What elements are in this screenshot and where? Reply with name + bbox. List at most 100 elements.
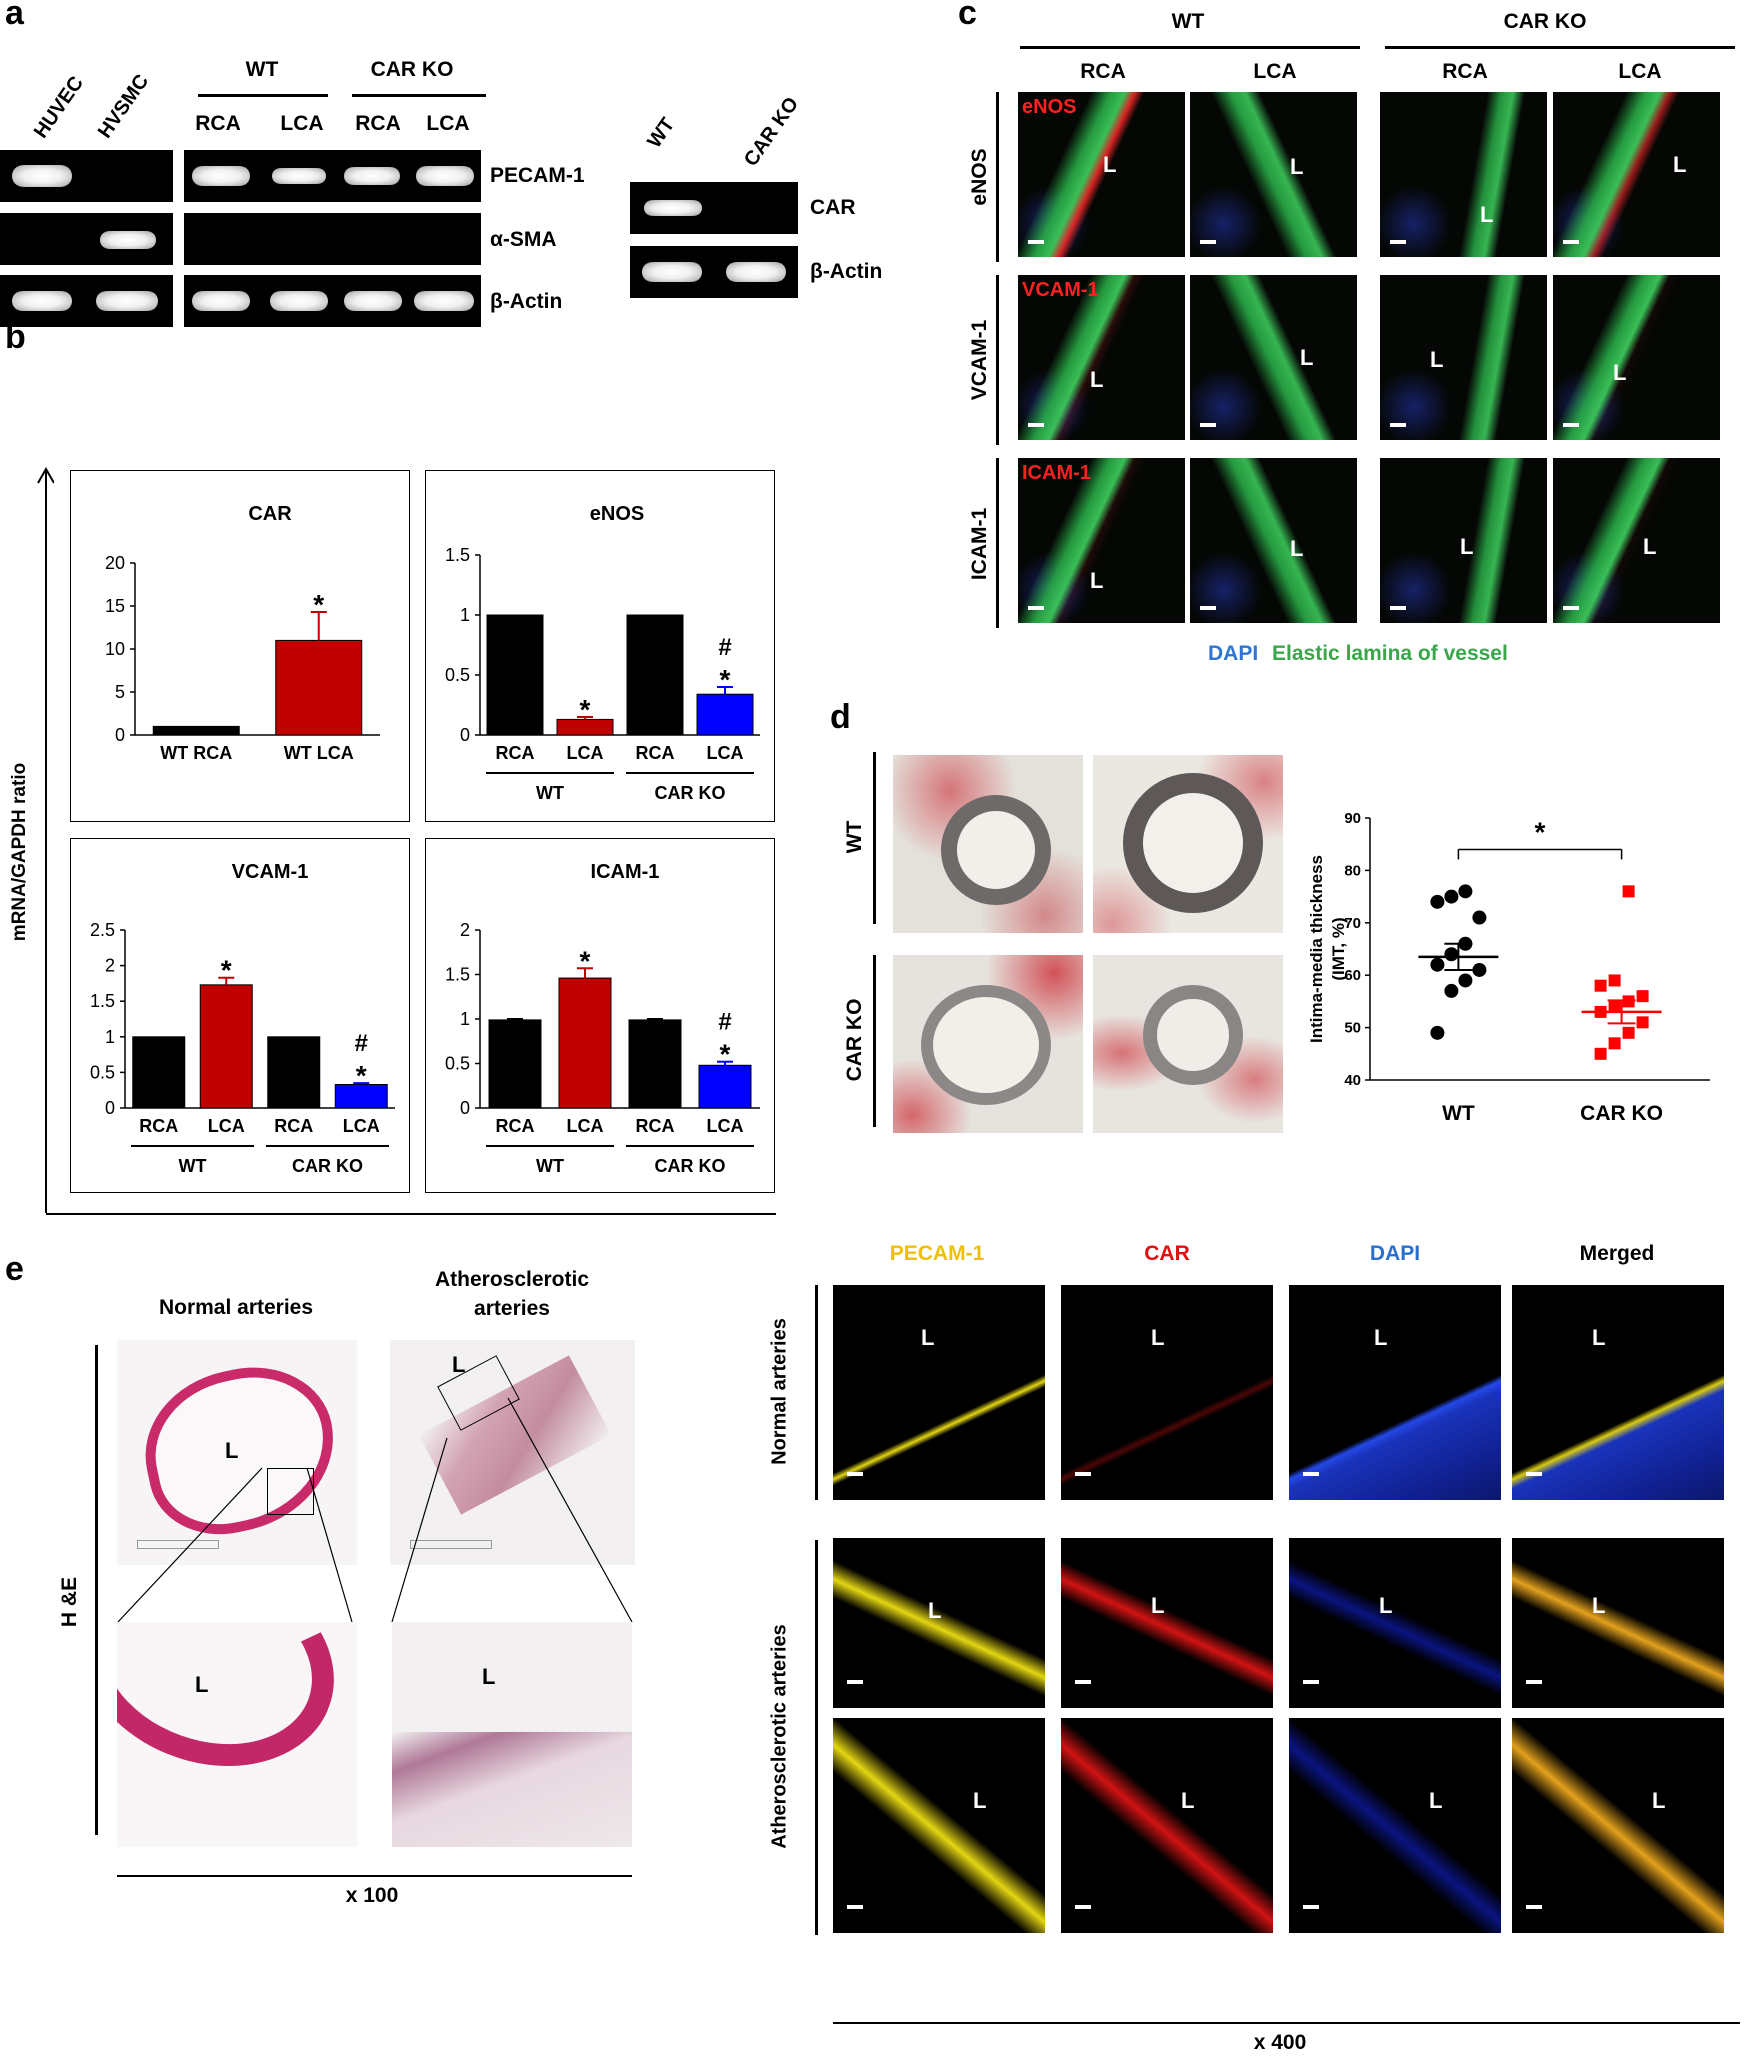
panel-b-ylabel: mRNA/GAPDH ratio bbox=[9, 762, 30, 942]
lumen-label: L bbox=[1151, 1593, 1165, 1618]
x-tick-label: WT RCA bbox=[160, 743, 232, 763]
c-line-wt bbox=[1020, 46, 1360, 49]
d-row-label-ko: CAR KO bbox=[843, 998, 866, 1082]
gel-car-right bbox=[630, 182, 798, 234]
lane-label-wt-lca: LCA bbox=[280, 112, 324, 135]
c-fluor-image: L bbox=[1553, 458, 1720, 623]
lumen-label: L bbox=[195, 1672, 209, 1697]
data-point bbox=[1608, 1000, 1621, 1013]
data-point bbox=[1594, 979, 1607, 992]
significance-mark: * bbox=[1535, 816, 1546, 847]
y-tick-label: 1 bbox=[105, 1027, 115, 1047]
c-fluor-image: L bbox=[1553, 92, 1720, 257]
x-tick-label: RCA bbox=[274, 1116, 313, 1136]
bar bbox=[486, 614, 544, 736]
e-mag-right: x 400 bbox=[1253, 2031, 1307, 2054]
e-fluor-image: L bbox=[1289, 1538, 1501, 1708]
scale-bar bbox=[1303, 1905, 1319, 1909]
e-mag-line-right bbox=[833, 2022, 1740, 2024]
lumen-label: L bbox=[1181, 1788, 1195, 1813]
data-point bbox=[1622, 995, 1635, 1008]
c-group-wt: WT bbox=[1171, 10, 1205, 33]
e-normal-title: Normal arteries bbox=[158, 1296, 314, 1319]
data-point bbox=[1430, 1025, 1445, 1040]
lumen-label: L bbox=[1300, 345, 1314, 370]
scale-bar bbox=[1563, 240, 1579, 244]
group-line-ko bbox=[352, 94, 486, 97]
lumen-label: L bbox=[1480, 202, 1494, 227]
c-fluor-image: L bbox=[1553, 275, 1720, 440]
y-tick-label: 2.5 bbox=[90, 920, 115, 940]
y-axis-label: Intima-media thickness bbox=[1307, 855, 1326, 1043]
c-fluor-image: L bbox=[1190, 275, 1357, 440]
data-point bbox=[1472, 910, 1487, 925]
y-tick-label: 1.5 bbox=[445, 545, 470, 565]
gene-label-sma: α-SMA bbox=[490, 228, 557, 251]
c-col-0: RCA bbox=[1080, 60, 1126, 83]
group-label: WT bbox=[536, 1156, 564, 1176]
chart-box-icam bbox=[425, 838, 775, 1193]
y-tick-label: 0 bbox=[460, 725, 470, 745]
e-fluor-image: L bbox=[833, 1285, 1045, 1500]
lumen-label: L bbox=[482, 1664, 496, 1689]
data-point bbox=[1444, 983, 1459, 998]
lumen-label: L bbox=[921, 1325, 935, 1350]
y-tick-label: 1 bbox=[460, 605, 470, 625]
c-row-label-2: ICAM-1 bbox=[968, 507, 991, 581]
gel-sma-mid bbox=[184, 213, 481, 265]
significance-mark: # bbox=[355, 1030, 368, 1057]
e-he-athero-low: L bbox=[390, 1340, 635, 1565]
lumen-label: L bbox=[973, 1788, 987, 1813]
gel-pecam-mid bbox=[184, 150, 481, 202]
e-he-normal-high: L bbox=[117, 1622, 357, 1847]
lane-label-hvsmc: HVSMC bbox=[93, 70, 154, 143]
lumen-label: L bbox=[1592, 1593, 1606, 1618]
lumen-label: L bbox=[1151, 1325, 1165, 1350]
c-overlay-label: VCAM-1 bbox=[1022, 279, 1099, 301]
group-line-wt bbox=[198, 94, 328, 97]
chart-imt-scatter: 40 50 60 70 80 90 Intima-media thickness (IMT, … bbox=[1307, 810, 1710, 1125]
lumen-label: L bbox=[1429, 1788, 1443, 1813]
gene-label-actin: β-Actin bbox=[490, 290, 563, 313]
scale-bar bbox=[1526, 1472, 1542, 1476]
significance-mark: * bbox=[580, 945, 591, 976]
e-fluor-image: L bbox=[833, 1718, 1045, 1933]
significance-mark: # bbox=[718, 1009, 731, 1036]
chart-box-vcam bbox=[70, 838, 410, 1193]
group-label: CAR KO bbox=[655, 783, 726, 803]
e-row-label-athero: Atherosclerotic arteries bbox=[768, 1624, 791, 1849]
y-tick-label: 0.5 bbox=[445, 665, 470, 685]
significance-mark: * bbox=[356, 1060, 367, 1091]
significance-mark: # bbox=[718, 634, 731, 661]
y-tick-label: 1.5 bbox=[445, 965, 470, 985]
y-tick-label: 0 bbox=[115, 725, 125, 745]
e-col-dapi: DAPI bbox=[1369, 1242, 1421, 1265]
e-mag-left: x 100 bbox=[345, 1884, 399, 1907]
e-fluor-image: L bbox=[1061, 1718, 1273, 1933]
c-caption-dapi: DAPI bbox=[1208, 642, 1259, 665]
scale-bar bbox=[1075, 1680, 1091, 1684]
bar bbox=[267, 1036, 321, 1109]
e-row-line-normal bbox=[815, 1285, 818, 1500]
panel-label-a: a bbox=[5, 0, 24, 32]
y-tick-label: 0 bbox=[460, 1098, 470, 1118]
c-col-2: RCA bbox=[1442, 60, 1488, 83]
y-tick-label: 10 bbox=[105, 639, 125, 659]
e-col-merged: Merged bbox=[1579, 1242, 1655, 1265]
x-tick-label: LCA bbox=[707, 1116, 744, 1136]
c-fluor-image: L VCAM-1 bbox=[1018, 275, 1185, 440]
e-fluor-image: L bbox=[1512, 1538, 1724, 1708]
data-point bbox=[1458, 884, 1473, 899]
significance-mark: * bbox=[580, 694, 591, 725]
d-row-line-ko bbox=[873, 955, 876, 1127]
scale-bar bbox=[1303, 1472, 1319, 1476]
lumen-label: L bbox=[1613, 360, 1627, 385]
e-row-label-normal: Normal arteries bbox=[768, 1318, 791, 1465]
bar bbox=[626, 614, 684, 736]
e-athero-title-1: Atherosclerotic bbox=[434, 1268, 590, 1291]
e-zoom-lines bbox=[117, 1397, 633, 1623]
chart-title: ICAM-1 bbox=[591, 861, 660, 883]
data-point bbox=[1636, 1016, 1649, 1029]
